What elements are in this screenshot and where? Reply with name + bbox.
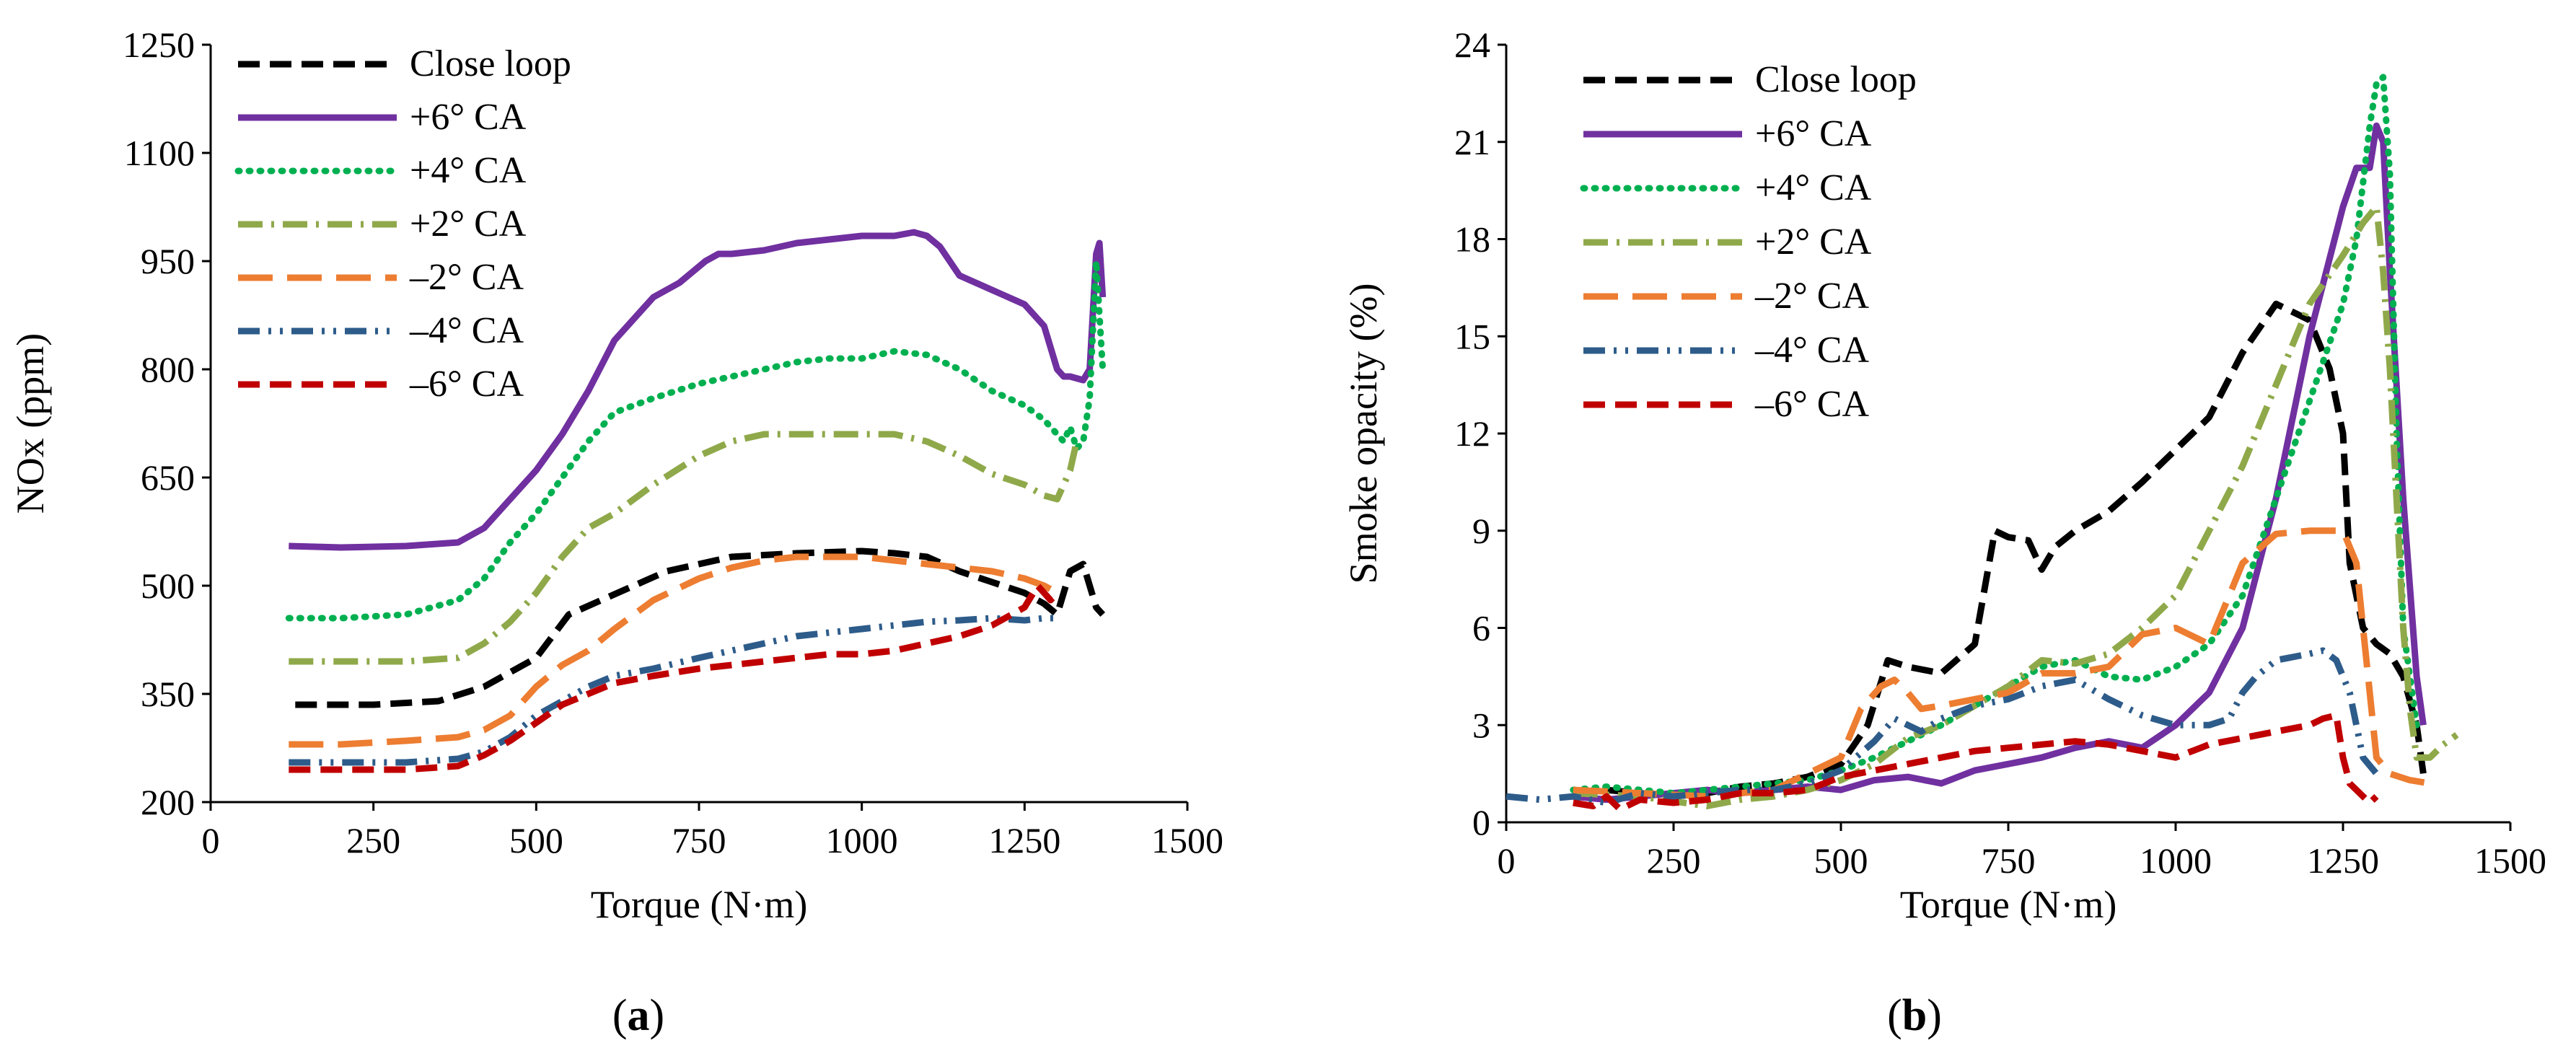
series-line-6 bbox=[289, 582, 1060, 773]
legend-label: +4° CA bbox=[1755, 167, 1872, 208]
y-tick-label: 6 bbox=[1472, 608, 1490, 648]
x-tick-label: 1500 bbox=[1151, 820, 1223, 861]
legend-label: Close loop bbox=[410, 43, 571, 84]
series-line-0 bbox=[295, 547, 1106, 708]
x-tick-label: 1500 bbox=[2474, 840, 2546, 881]
series-line-3 bbox=[289, 431, 1080, 665]
panel-b-smoke-chart: 0 3 6 9 12 15 18 21 24 0 250 500 750 1000 1250 1500 Torq… bbox=[1342, 25, 2546, 1040]
legend-label: +2° CA bbox=[1755, 221, 1872, 263]
y-tick-label: 18 bbox=[1454, 219, 1490, 260]
x-tick-label: 750 bbox=[672, 820, 726, 861]
x-axis-label: Torque (N·m) bbox=[1900, 883, 2117, 926]
series-line-1 bbox=[289, 229, 1107, 551]
series-line-4 bbox=[289, 553, 1059, 748]
x-axis-label: Torque (N·m) bbox=[591, 883, 808, 926]
series-line-5 bbox=[289, 615, 1058, 766]
series-line-5 bbox=[1505, 647, 2379, 806]
x-tick-label: 250 bbox=[346, 820, 400, 861]
x-tick-label: 750 bbox=[1982, 840, 2036, 881]
y-tick-label: 3 bbox=[1472, 705, 1490, 745]
legend-label: –6° CA bbox=[409, 364, 524, 405]
panel-a-nox-chart: 200 350 500 650 800 950 1100 1250 0 250 500 750 1000… bbox=[9, 25, 1223, 1040]
y-tick-label: 15 bbox=[1454, 316, 1490, 356]
y-tick-label: 24 bbox=[1454, 25, 1490, 65]
y-tick-label: 650 bbox=[141, 457, 195, 498]
legend-label: +6° CA bbox=[410, 97, 527, 138]
legend-label: –4° CA bbox=[1754, 330, 1869, 371]
x-tick-label: 500 bbox=[509, 820, 563, 861]
x-tick-label: 250 bbox=[1647, 840, 1701, 881]
panel-label: (a) bbox=[612, 991, 664, 1040]
legend-label: +4° CA bbox=[410, 150, 527, 191]
y-tick-label: 12 bbox=[1454, 413, 1490, 454]
y-tick-label: 0 bbox=[1472, 802, 1490, 842]
x-tick-label: 0 bbox=[1498, 840, 1516, 881]
panel-label: (b) bbox=[1887, 991, 1942, 1040]
y-tick-label: 1250 bbox=[123, 25, 195, 65]
y-tick-label: 1100 bbox=[124, 133, 195, 173]
x-tick-label: 500 bbox=[1814, 840, 1868, 881]
series-line-6 bbox=[1573, 712, 2379, 813]
series-line-0 bbox=[1572, 300, 2427, 800]
y-tick-label: 200 bbox=[141, 782, 195, 822]
y-tick-label: 500 bbox=[141, 566, 195, 606]
y-axis-label: NOx (ppm) bbox=[9, 333, 52, 514]
legend-label: Close loop bbox=[1755, 59, 1917, 100]
y-tick-label: 800 bbox=[141, 349, 195, 390]
legend-label: –4° CA bbox=[409, 310, 524, 351]
x-tick-label: 0 bbox=[202, 820, 220, 861]
x-tick-label: 1250 bbox=[988, 820, 1060, 861]
legend-label: +2° CA bbox=[410, 203, 527, 245]
legend-label: –2° CA bbox=[1754, 276, 1869, 317]
x-tick-label: 1000 bbox=[826, 820, 898, 861]
y-tick-label: 950 bbox=[141, 241, 195, 281]
y-tick-label: 9 bbox=[1472, 511, 1490, 551]
legend-label: +6° CA bbox=[1755, 113, 1872, 154]
series-line-4 bbox=[1573, 527, 2431, 800]
x-tick-label: 1000 bbox=[2140, 840, 2212, 881]
legend-label: –6° CA bbox=[1754, 384, 1869, 425]
legend-label: –2° CA bbox=[409, 257, 524, 298]
x-tick-label: 1250 bbox=[2307, 840, 2379, 881]
series-line-2 bbox=[285, 258, 1107, 622]
y-axis-label: Smoke opacity (%) bbox=[1342, 283, 1385, 584]
y-tick-label: 350 bbox=[141, 674, 195, 714]
y-tick-label: 21 bbox=[1454, 122, 1490, 162]
series-line-1 bbox=[1573, 122, 2427, 804]
